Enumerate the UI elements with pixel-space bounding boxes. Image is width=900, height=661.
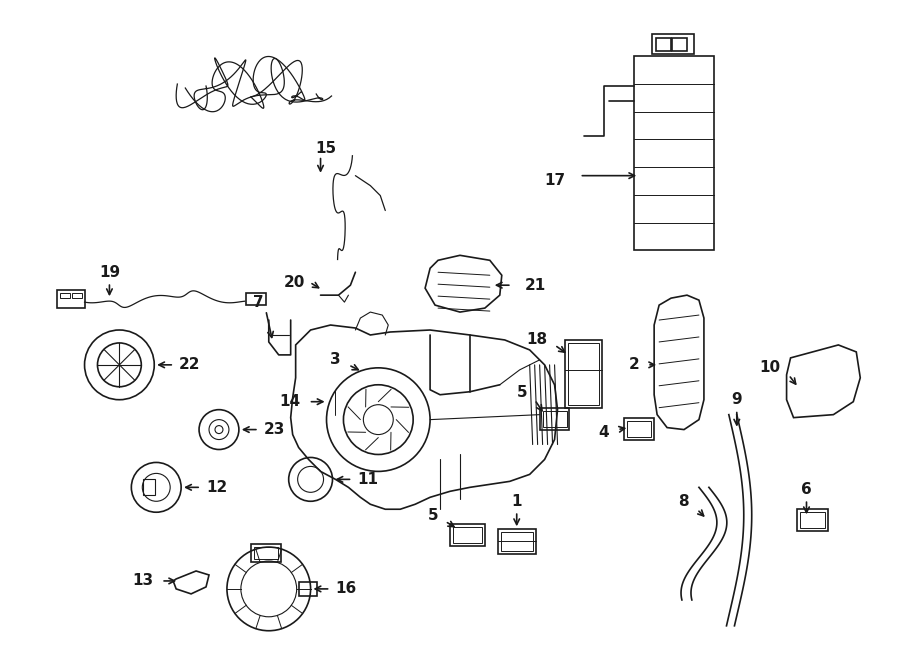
Bar: [500, 532, 533, 551]
Bar: [652, 34, 694, 54]
Bar: [375, 375, 387, 383]
Text: 1: 1: [511, 494, 522, 509]
Text: 17: 17: [544, 173, 565, 188]
Text: 15: 15: [315, 141, 336, 156]
Text: 19: 19: [99, 265, 120, 280]
Bar: [656, 38, 671, 51]
Bar: [799, 512, 825, 528]
Text: 7: 7: [254, 295, 264, 309]
Polygon shape: [291, 325, 557, 509]
Text: 18: 18: [526, 332, 547, 348]
Polygon shape: [173, 571, 209, 594]
Text: 3: 3: [329, 352, 340, 368]
Text: 11: 11: [357, 472, 378, 487]
Bar: [564, 340, 602, 408]
Text: 21: 21: [525, 278, 546, 293]
Text: 5: 5: [428, 508, 438, 523]
Bar: [299, 582, 317, 596]
Text: 20: 20: [284, 275, 306, 290]
Bar: [251, 544, 281, 562]
Text: 5: 5: [517, 385, 527, 401]
Bar: [543, 410, 566, 426]
Polygon shape: [425, 255, 502, 312]
Text: 10: 10: [760, 360, 780, 375]
Bar: [540, 408, 570, 430]
Polygon shape: [654, 295, 704, 430]
Bar: [625, 418, 654, 440]
Text: 9: 9: [732, 392, 742, 407]
Polygon shape: [787, 345, 860, 418]
Bar: [328, 393, 357, 412]
Bar: [254, 547, 278, 559]
Bar: [453, 527, 482, 543]
Bar: [326, 390, 360, 414]
Bar: [59, 293, 69, 298]
Text: 8: 8: [679, 494, 689, 509]
Bar: [627, 420, 652, 436]
Bar: [57, 290, 85, 308]
Bar: [568, 343, 599, 405]
Text: 23: 23: [264, 422, 285, 437]
Bar: [796, 509, 828, 531]
Bar: [246, 293, 266, 305]
Text: 2: 2: [628, 358, 639, 372]
Text: 12: 12: [206, 480, 228, 495]
Bar: [498, 529, 536, 554]
Polygon shape: [360, 355, 400, 388]
Bar: [634, 56, 714, 251]
Text: 4: 4: [598, 425, 609, 440]
Text: 13: 13: [132, 574, 153, 588]
Bar: [672, 38, 687, 51]
Text: 14: 14: [280, 394, 301, 409]
Bar: [72, 293, 82, 298]
Text: 16: 16: [336, 582, 356, 596]
Bar: [365, 362, 383, 374]
Text: 22: 22: [179, 358, 201, 372]
Text: 6: 6: [801, 482, 812, 497]
Bar: [143, 479, 155, 495]
Bar: [450, 524, 485, 546]
